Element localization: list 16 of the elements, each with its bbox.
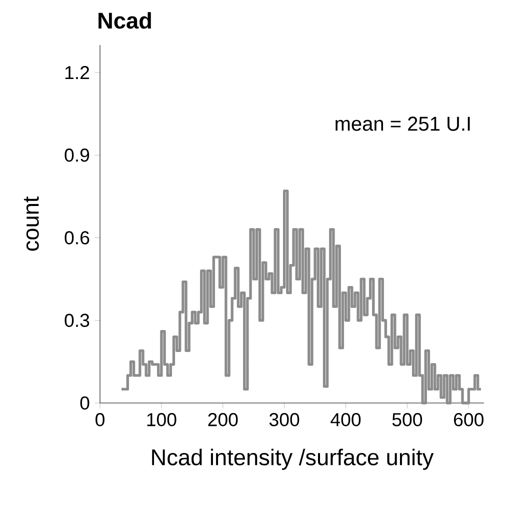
x-axis-title: Ncad intensity /surface unity	[152, 448, 434, 470]
x-tick-label: 500	[392, 413, 422, 426]
x-tick-label: 300	[269, 413, 300, 426]
y-tick-label: 0.3	[64, 314, 90, 327]
x-tick-label: 0	[96, 413, 104, 426]
x-tick-label: 200	[208, 413, 238, 426]
annotation: mean = 251 U.I	[336, 116, 470, 131]
y-tick-label: 0.9	[64, 148, 90, 162]
y-tick-label: 1.2	[65, 66, 90, 80]
x-tick-label: 100	[147, 413, 176, 426]
x-tick-label: 400	[330, 413, 361, 426]
y-tick-label: 0.6	[64, 231, 90, 244]
chart-title: Ncad	[98, 12, 151, 29]
x-tick-label: 600	[454, 413, 484, 426]
y-tick-label: 0	[80, 396, 90, 410]
y-axis-title: count	[24, 196, 39, 251]
